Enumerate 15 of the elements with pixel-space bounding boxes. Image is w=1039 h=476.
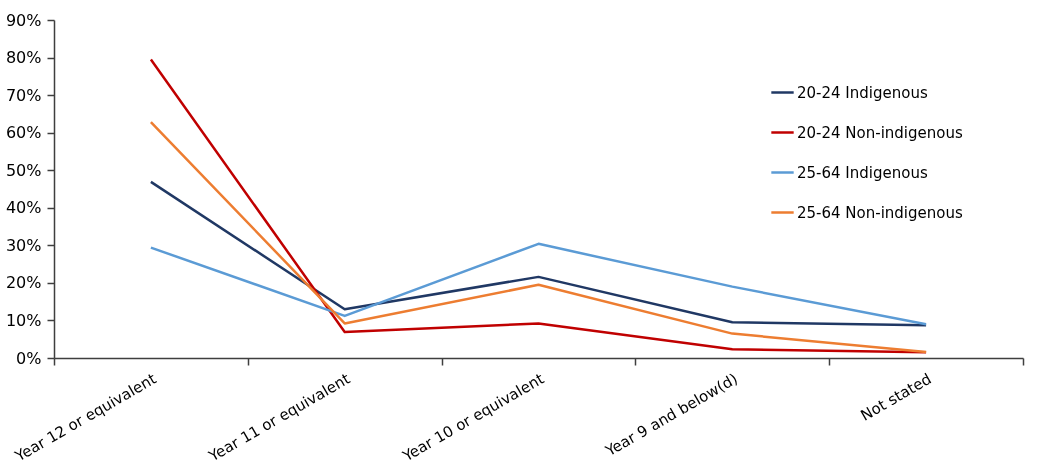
- y-tick-label: 80%: [5, 48, 42, 68]
- y-tick-label: 60%: [5, 123, 42, 143]
- y-tick-label: 10%: [5, 310, 42, 330]
- legend-label: 20-24 Non-indigenous: [797, 123, 963, 142]
- y-tick-label: 70%: [5, 85, 42, 105]
- legend-label: 20-24 Indigenous: [797, 83, 928, 102]
- y-tick-label: 90%: [5, 10, 42, 30]
- y-tick-label: 40%: [5, 198, 42, 218]
- y-tick-label: 50%: [5, 160, 42, 180]
- y-tick-label: 20%: [5, 273, 42, 293]
- y-tick-label: 0%: [16, 348, 42, 368]
- legend-label: 25-64 Indigenous: [797, 163, 928, 182]
- line-series: [149, 242, 928, 326]
- legend-label: 25-64 Non-indigenous: [797, 203, 963, 222]
- y-tick-label: 30%: [5, 235, 42, 255]
